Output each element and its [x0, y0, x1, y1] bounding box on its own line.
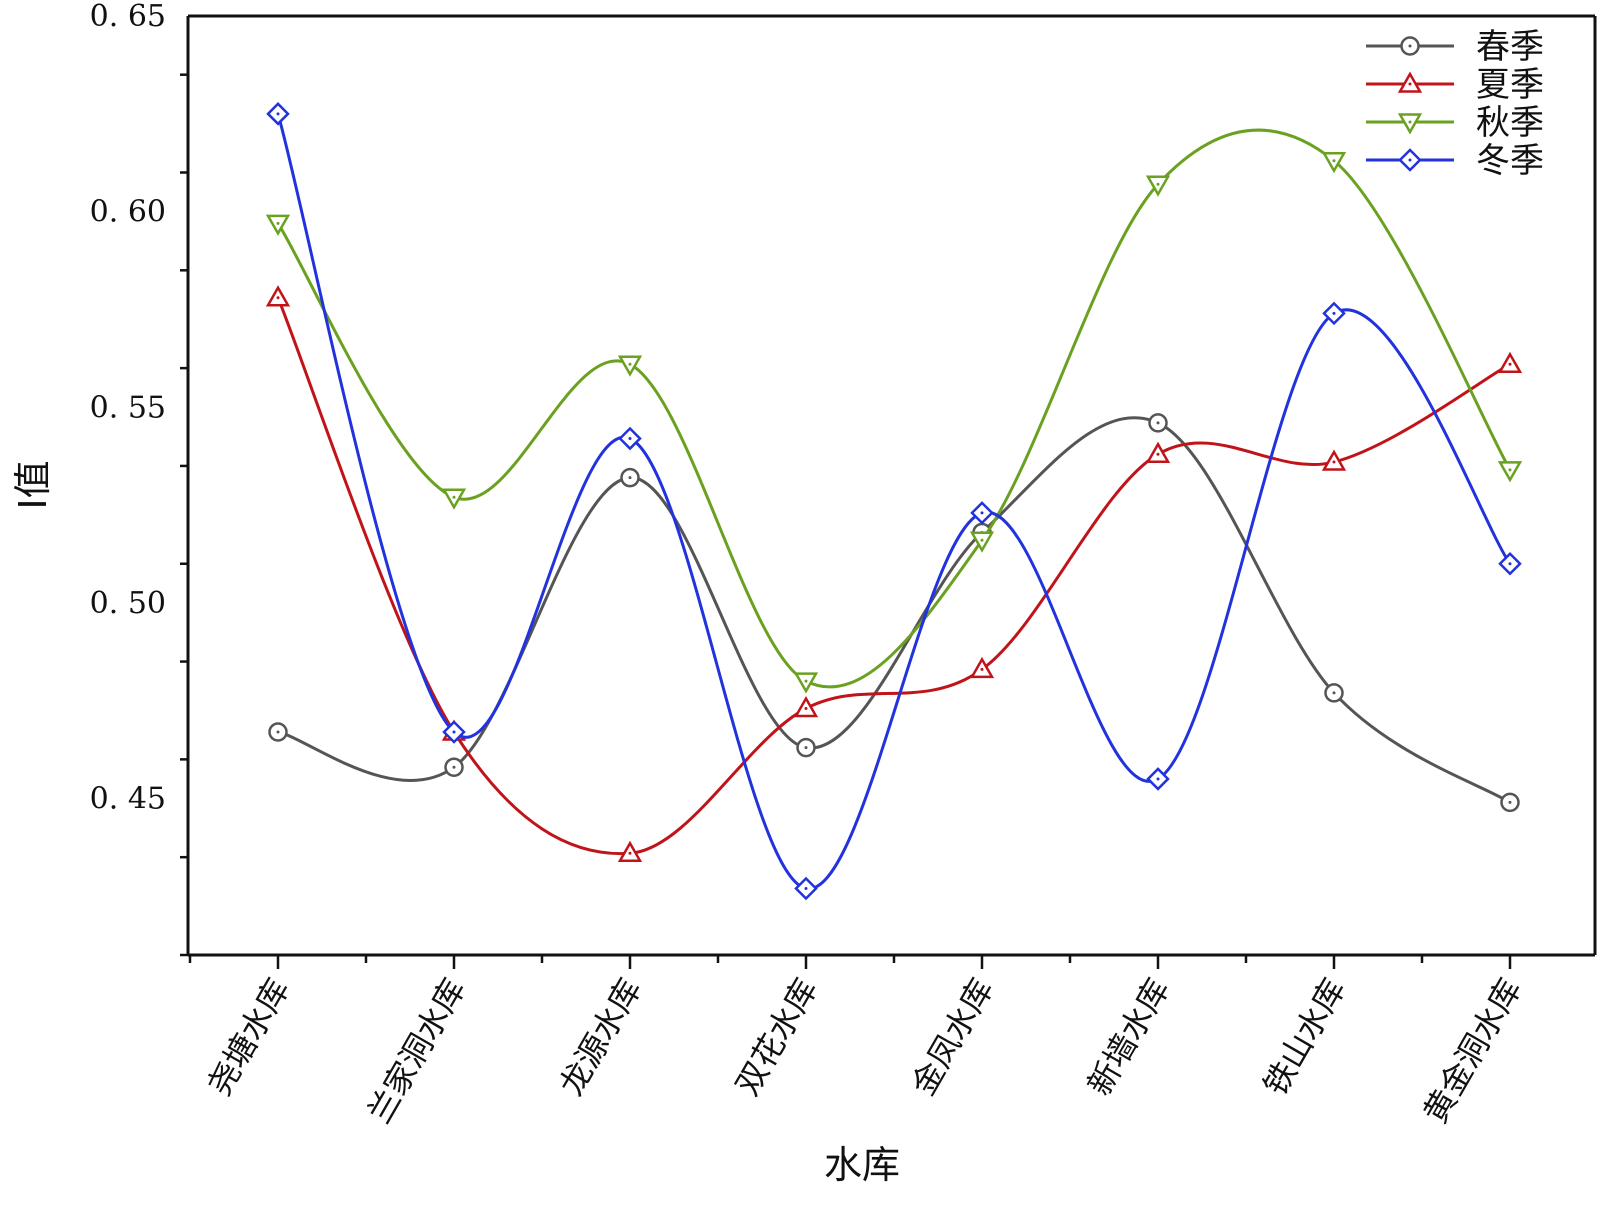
- legend-item: 春季: [1366, 27, 1544, 67]
- data-point-center-dot: [1156, 452, 1160, 456]
- data-point-center-dot: [1156, 421, 1160, 425]
- data-point-center-dot: [1408, 82, 1412, 86]
- data-point-center-dot: [452, 495, 456, 499]
- series-2: [265, 285, 1523, 863]
- legend-item: 夏季: [1366, 65, 1544, 105]
- data-point-center-dot: [804, 707, 808, 711]
- x-tick-label: 金凤水库: [904, 972, 1001, 1102]
- x-axis-title: 水库: [824, 1143, 900, 1187]
- data-point-center-dot: [1332, 691, 1336, 695]
- series-3: [265, 128, 1523, 694]
- series-line: [276, 297, 1511, 856]
- y-tick-label: 0. 45: [90, 782, 166, 817]
- data-point-center-dot: [1508, 468, 1512, 472]
- data-point-center-dot: [1508, 562, 1512, 566]
- legend-label: 夏季: [1476, 65, 1544, 105]
- legend-item: 秋季: [1366, 103, 1544, 143]
- y-axis-title: I值: [11, 460, 55, 509]
- data-point-center-dot: [276, 112, 280, 116]
- data-point-center-dot: [980, 667, 984, 671]
- data-point-center-dot: [452, 730, 456, 734]
- y-tick-label: 0. 65: [90, 0, 166, 34]
- data-point-center-dot: [1508, 800, 1512, 804]
- data-point-center-dot: [1508, 362, 1512, 366]
- data-point-center-dot: [1408, 158, 1412, 162]
- data-point-center-dot: [804, 679, 808, 683]
- x-tick-label: 黄金洞水库: [1416, 972, 1529, 1130]
- data-point-center-dot: [804, 886, 808, 890]
- legend-item: 冬季: [1366, 141, 1544, 181]
- data-point-center-dot: [452, 765, 456, 769]
- data-point-center-dot: [628, 476, 632, 480]
- data-point-center-dot: [1156, 182, 1160, 186]
- x-tick-label: 龙源水库: [552, 972, 649, 1102]
- y-tick-label: 0. 60: [90, 195, 166, 230]
- data-point-center-dot: [804, 746, 808, 750]
- x-tick-label: 新墙水库: [1080, 972, 1177, 1102]
- series-4: [266, 102, 1522, 901]
- axes: 0. 45 0. 50 0. 55 0. 60 0. 65 尧塘水库 兰家洞水库 龙源水库 双花…: [90, 0, 1597, 1130]
- x-tick-label: 尧塘水库: [200, 972, 297, 1102]
- series-line: [276, 128, 1512, 689]
- series-layer: [265, 102, 1523, 901]
- data-point-center-dot: [276, 221, 280, 225]
- data-point-center-dot: [1408, 120, 1412, 124]
- legend-label: 冬季: [1476, 141, 1544, 181]
- series-1: [268, 413, 1520, 813]
- series-line: [276, 113, 1512, 891]
- data-point-center-dot: [980, 538, 984, 542]
- data-point-center-dot: [1156, 777, 1160, 781]
- data-point-center-dot: [980, 511, 984, 515]
- x-tick-label: 铁山水库: [1256, 972, 1353, 1102]
- data-point-center-dot: [628, 437, 632, 441]
- y-tick-label: 0. 55: [90, 390, 166, 425]
- data-point-center-dot: [276, 730, 280, 734]
- legend-label: 春季: [1476, 27, 1544, 67]
- data-point-center-dot: [628, 362, 632, 366]
- data-point-center-dot: [1408, 44, 1412, 48]
- data-point-center-dot: [1332, 460, 1336, 464]
- x-tick-label: 兰家洞水库: [360, 972, 473, 1130]
- y-tick-label: 0. 50: [90, 586, 166, 621]
- data-point-center-dot: [1332, 159, 1336, 163]
- data-point-center-dot: [628, 851, 632, 855]
- legend-label: 秋季: [1476, 103, 1544, 143]
- x-tick-label: 双花水库: [728, 972, 825, 1102]
- data-point-center-dot: [1332, 311, 1336, 315]
- data-point-center-dot: [276, 296, 280, 300]
